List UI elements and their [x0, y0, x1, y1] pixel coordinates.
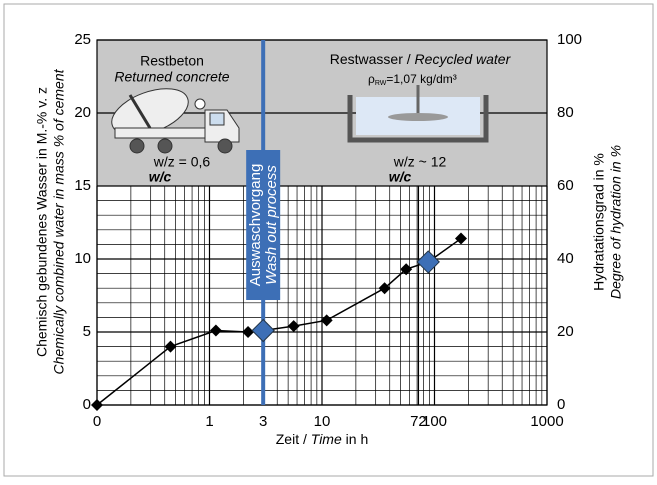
panel-right-ratio: w/z ~ 12	[393, 154, 447, 170]
y-tick-label: 0	[83, 396, 91, 413]
panel-right-title-de: Restwasser /	[330, 51, 415, 67]
panel-left-title: Restbeton	[140, 53, 204, 69]
y2-tick-label: 60	[557, 177, 574, 194]
panel-right-ratio-en: w/c	[389, 169, 412, 185]
x-tick-label: 100	[422, 413, 447, 430]
y-tick-label: 20	[74, 104, 91, 121]
x-tick-label: 1	[205, 413, 213, 430]
y-axis-label: Chemisch gebundenes Wasser in M.-% v. z	[34, 87, 50, 357]
y-tick-label: 15	[74, 177, 91, 194]
density-sub: RW	[375, 80, 387, 87]
x-tick-label: 0	[93, 413, 101, 430]
y2-axis-label-en: Degree of hydration in %	[608, 145, 624, 299]
y2-tick-label: 80	[557, 104, 574, 121]
y-axis-label-en: Chemically combined water in mass % of c…	[51, 68, 67, 374]
y2-tick-label: 100	[557, 31, 582, 48]
panel-right-title-en: Recycled water	[415, 51, 512, 67]
wash-out-label: Auswaschvorgang	[247, 164, 264, 287]
y2-axis-label: Hydratationsgrad in %	[591, 153, 607, 291]
y2-tick-label: 20	[557, 323, 574, 340]
y2-tick-label: 40	[557, 250, 574, 267]
x-label-1: Zeit /	[276, 431, 311, 447]
x-axis-label: Zeit / Time in h	[276, 431, 368, 447]
y2-tick-label: 0	[557, 396, 565, 413]
y-tick-label: 25	[74, 31, 91, 48]
wash-out-label-en: Wash out process	[263, 165, 280, 285]
density-value: =1,07 kg/dm³	[386, 72, 456, 86]
panel-right-title: Restwasser / Recycled water	[330, 51, 512, 67]
chart: 051015202502040608010001310721001000Ausw…	[0, 0, 657, 480]
x-label-2: Time	[311, 431, 342, 447]
x-tick-label: 3	[259, 413, 267, 430]
panel-left-ratio: w/z = 0,6	[153, 154, 211, 170]
panel-left-title-en: Returned concrete	[114, 69, 229, 85]
x-tick-label: 10	[314, 413, 331, 430]
y-tick-label: 10	[74, 250, 91, 267]
x-tick-label: 1000	[530, 413, 563, 430]
y-tick-label: 5	[83, 323, 91, 340]
x-label-3: in h	[342, 431, 368, 447]
panel-left-ratio-en: w/c	[149, 169, 172, 185]
